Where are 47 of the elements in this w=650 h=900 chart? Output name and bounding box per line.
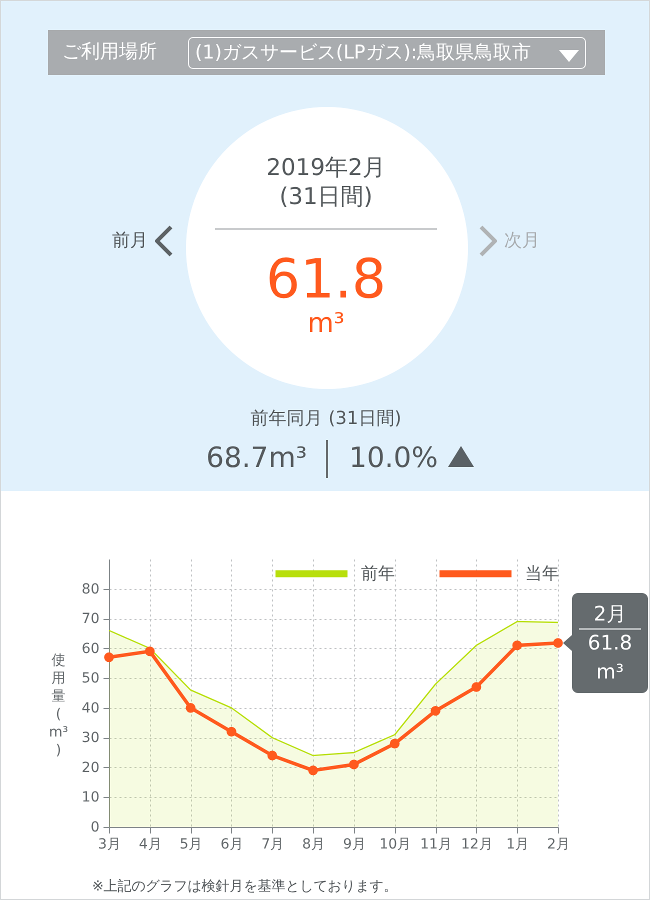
x-tick-label: 2月 <box>547 836 570 852</box>
legend-label: 当年 <box>525 564 559 584</box>
y-axis-title: 使用量(m³) <box>48 652 68 758</box>
y-tick-label: 10 <box>82 790 100 806</box>
text: (31日間) <box>279 184 373 212</box>
x-tick-label: 5月 <box>180 836 203 852</box>
x-tick-label: 1月 <box>506 836 530 852</box>
text: (1)ガスサービス(LPガス):鳥取県鳥取市 <box>195 42 532 64</box>
text: ※上記のグラフは検針月を基準としております。 <box>92 878 398 896</box>
text: 2019年2月 <box>266 155 386 183</box>
point <box>226 726 236 737</box>
x-tick-label: 7月 <box>261 836 284 852</box>
point <box>430 706 440 716</box>
y-tick-label: 0 <box>90 820 100 836</box>
annotation: 2月 61.8 m³ <box>588 600 632 686</box>
x-tick-label: 11月 <box>420 836 452 852</box>
y-tick-label: 60 <box>82 640 100 657</box>
text: 前年同月 (31日間) <box>250 408 402 430</box>
x-tick-label: 8月 <box>302 836 326 852</box>
y-tick-label: 30 <box>82 730 100 746</box>
point <box>512 640 522 650</box>
x-tick-label: 6月 <box>220 836 244 852</box>
point <box>553 638 563 648</box>
point <box>186 703 196 713</box>
y-tick-label: 40 <box>82 700 100 716</box>
text: 68.7m³ <box>206 441 307 475</box>
point <box>308 766 318 776</box>
y-tick-label: 20 <box>82 760 100 776</box>
x-tick-label: 9月 <box>342 836 366 852</box>
y-tick-label: 70 <box>82 611 100 628</box>
y-tick-label: 50 <box>82 670 100 687</box>
x-tick-label: 3月 <box>98 836 121 852</box>
text: 前月 <box>112 230 148 252</box>
text: ご利用場所 <box>62 40 157 64</box>
x-tick-label: 10月 <box>379 836 412 852</box>
y-tick-label: 80 <box>82 581 100 598</box>
text: 次月 <box>504 230 540 252</box>
x-tick-label: 12月 <box>460 836 493 852</box>
x-tick-label: 4月 <box>138 836 162 852</box>
point <box>267 750 278 760</box>
legend-label: 前年 <box>361 564 395 584</box>
text: 10.0% <box>349 441 438 475</box>
point <box>471 682 482 692</box>
point <box>104 652 114 662</box>
point <box>349 760 359 770</box>
point <box>390 738 400 748</box>
point <box>144 646 155 656</box>
